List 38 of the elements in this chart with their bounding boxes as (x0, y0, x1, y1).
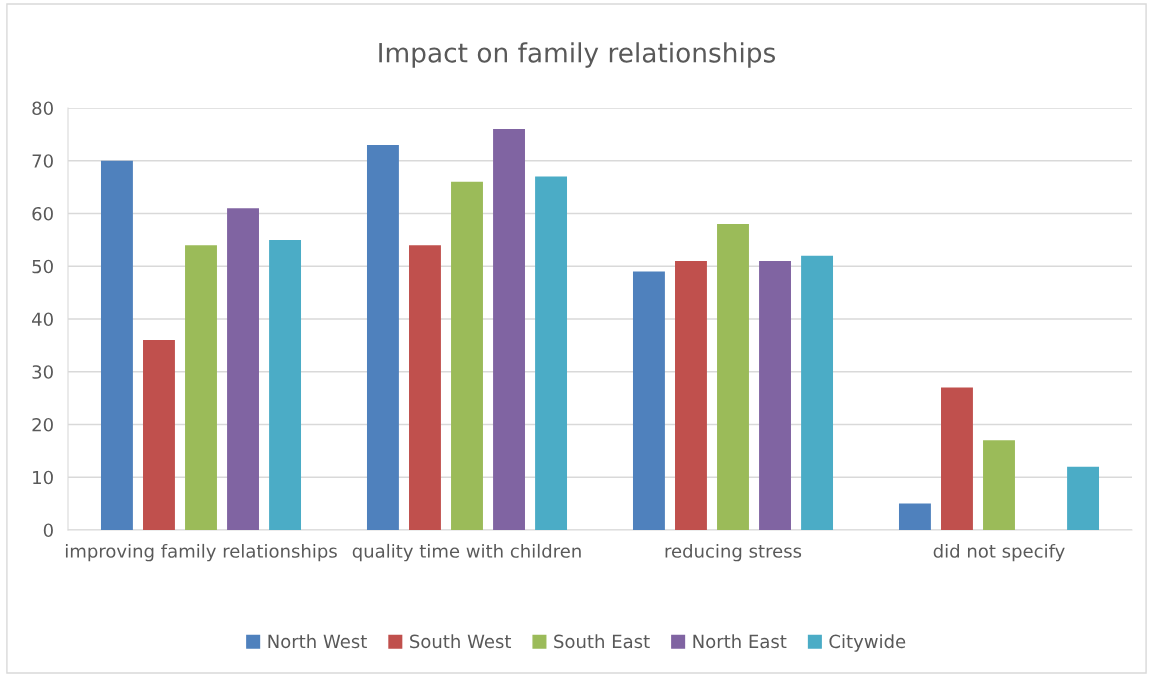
bar (409, 245, 441, 530)
bar (983, 440, 1015, 530)
bar (759, 260, 791, 530)
y-tick-label: 50 (32, 259, 53, 274)
y-tick-label: 70 (32, 154, 53, 168)
bar (451, 181, 483, 530)
x-tick-label: reducing stress (665, 543, 802, 562)
bar (366, 144, 399, 530)
bar (535, 176, 568, 530)
bar (801, 255, 834, 530)
bar (227, 208, 259, 530)
bar (717, 224, 749, 530)
bar (143, 340, 175, 530)
legend-label: South East (554, 634, 650, 649)
y-tick-label: 80 (32, 101, 53, 116)
x-tick-label: quality time with children (352, 543, 581, 562)
legend-label: North West (268, 634, 367, 649)
bar (898, 503, 931, 530)
bar (1067, 466, 1100, 530)
y-tick-label: 20 (32, 417, 53, 432)
y-tick-label: 10 (33, 470, 53, 485)
bar (941, 387, 973, 530)
y-tick-label: 40 (32, 312, 53, 327)
legend-label: South West (410, 634, 512, 649)
x-tick-label: improving family relationships (65, 543, 337, 562)
bar (100, 160, 133, 530)
y-tick-label: 0 (43, 523, 53, 538)
bar (493, 129, 525, 530)
bar (269, 239, 302, 530)
chart-title: Impact on family relationships (379, 42, 776, 68)
legend-label: Citywide (829, 634, 906, 652)
bar (632, 271, 665, 530)
y-tick-label: 30 (32, 365, 53, 379)
bar (675, 260, 707, 530)
bar (185, 245, 217, 530)
x-tick-label: did not specify (933, 543, 1065, 562)
legend-label: North East (693, 634, 787, 649)
y-tick-label: 60 (32, 206, 53, 221)
